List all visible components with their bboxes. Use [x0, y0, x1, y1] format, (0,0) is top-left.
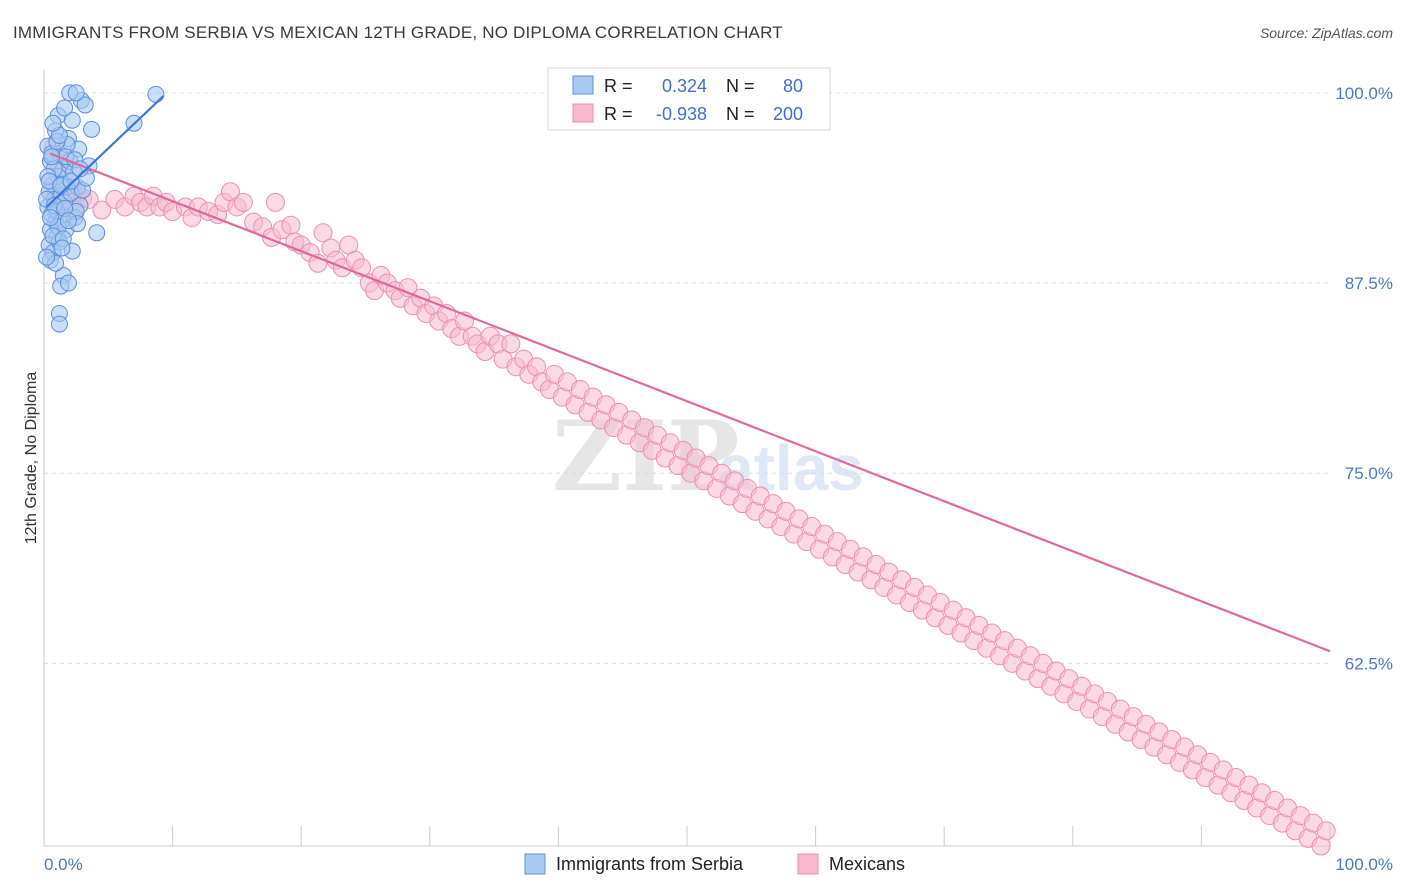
x-tick-label-min: 0.0%: [44, 855, 83, 874]
legend-bottom-serbia-swatch: [524, 853, 546, 875]
legend-bottom: Immigrants from Serbia Mexicans: [524, 853, 905, 875]
y-tick-label-0: 100.0%: [1335, 84, 1393, 103]
serbia-point: [59, 274, 77, 292]
mexican-point: [233, 192, 253, 212]
serbia-point: [38, 248, 56, 266]
y-tick-labels: 100.0% 87.5% 75.0% 62.5%: [1335, 84, 1393, 674]
serbia-point: [41, 209, 59, 227]
legend-top-box: [547, 67, 831, 131]
mexican-point: [265, 192, 285, 212]
serbia-point: [76, 96, 94, 114]
serbia-point: [67, 84, 85, 102]
legend-mexican-r-value: -0.938: [656, 104, 707, 124]
legend-mexican-n-label: N =: [726, 104, 755, 124]
serbia-points: [38, 84, 165, 333]
x-tick-label-max: 100.0%: [1335, 855, 1393, 874]
serbia-point: [59, 212, 77, 230]
legend-serbia-n-value: 80: [783, 76, 803, 96]
x-tick-marks: [43, 826, 1331, 846]
legend-serbia-swatch: [572, 75, 594, 95]
y-axis-label: 12th Grade, No Diploma: [23, 372, 40, 545]
mexican-point: [1316, 821, 1336, 841]
trendlines: [45, 95, 1331, 653]
serbia-point: [63, 111, 81, 129]
gridlines: [44, 92, 1330, 664]
legend-bottom-mexican-swatch: [797, 853, 819, 875]
mexican-points: [44, 136, 1336, 856]
mexican-trendline: [50, 152, 1331, 653]
legend-top: R = 0.324 N = 80 R = -0.938 N = 200: [547, 67, 831, 131]
legend-serbia-r-value: 0.324: [662, 76, 707, 96]
legend-serbia-r-label: R =: [604, 76, 633, 96]
legend-mexican-r-label: R =: [604, 104, 633, 124]
source-label: Source: ZipAtlas.com: [1260, 25, 1393, 41]
y-tick-label-3: 62.5%: [1345, 654, 1393, 673]
legend-mexican-swatch: [572, 103, 594, 123]
mexican-point: [313, 223, 333, 243]
y-tick-label-1: 87.5%: [1345, 274, 1393, 293]
serbia-point: [44, 114, 62, 132]
serbia-trendline: [45, 95, 165, 208]
mexican-point: [92, 200, 112, 220]
legend-mexican-n-value: 200: [773, 104, 803, 124]
serbia-point: [50, 315, 68, 333]
serbia-point: [56, 99, 74, 117]
serbia-point: [53, 239, 71, 257]
legend-bottom-serbia-label: Immigrants from Serbia: [556, 854, 744, 874]
serbia-point: [147, 85, 165, 103]
serbia-point: [83, 120, 101, 138]
serbia-point: [88, 224, 106, 242]
mexican-point: [281, 215, 301, 235]
y-tick-label-2: 75.0%: [1345, 464, 1393, 483]
chart-title: IMMIGRANTS FROM SERBIA VS MEXICAN 12TH G…: [13, 23, 783, 42]
legend-serbia-n-label: N =: [726, 76, 755, 96]
legend-bottom-mexican-label: Mexicans: [829, 854, 905, 874]
mexican-point: [501, 334, 521, 354]
